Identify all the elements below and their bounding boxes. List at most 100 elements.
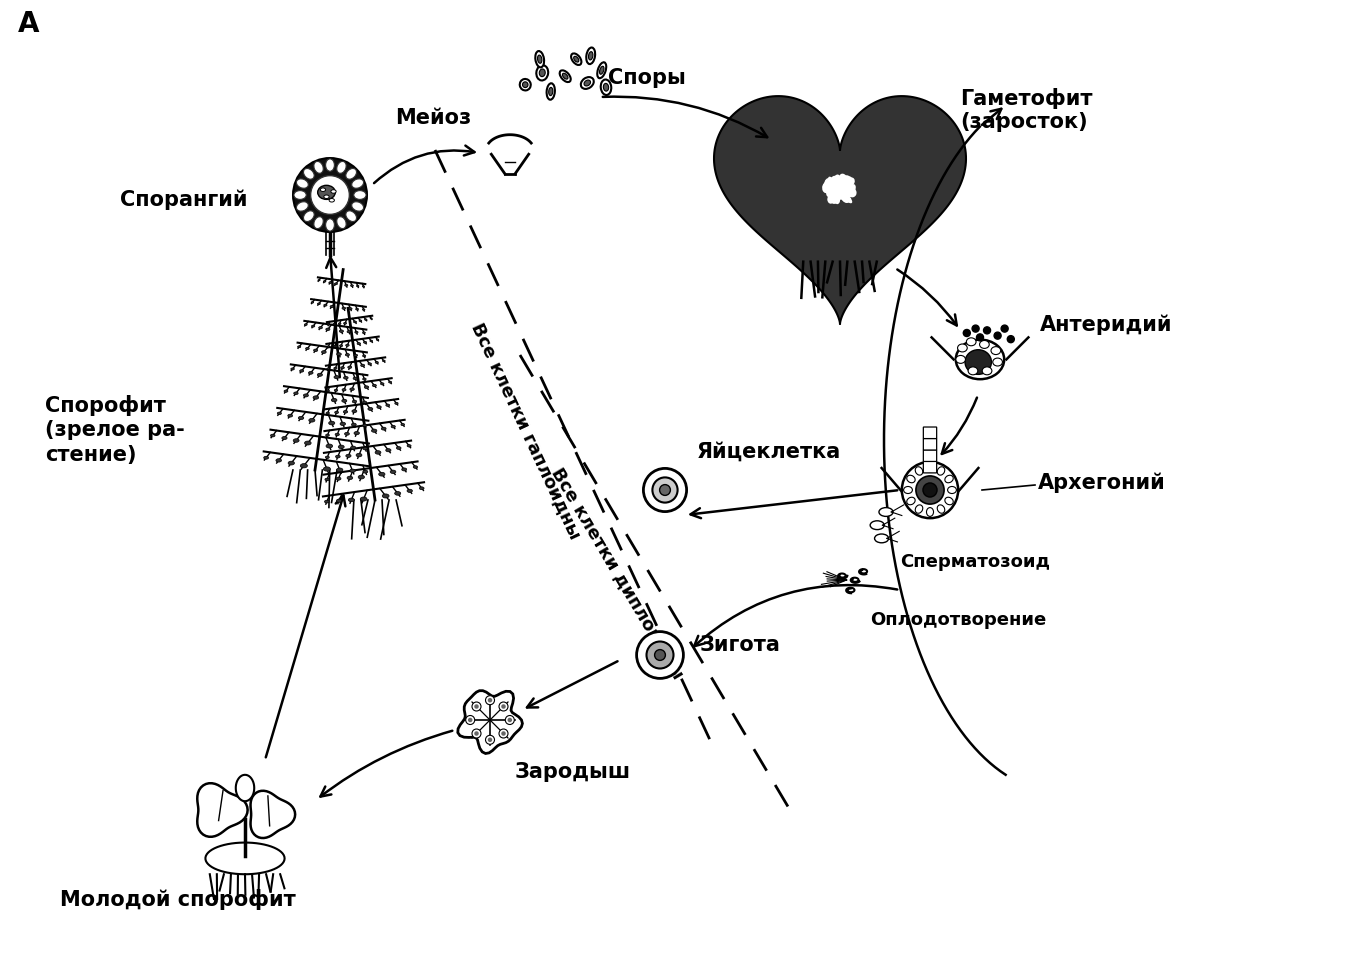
Ellipse shape [938,505,944,513]
Text: Гаметофит
(заросток): Гаметофит (заросток) [960,88,1093,133]
Ellipse shape [823,184,834,191]
Ellipse shape [328,346,329,347]
Ellipse shape [840,185,849,191]
Polygon shape [457,691,522,753]
Ellipse shape [915,467,923,475]
Circle shape [963,330,970,336]
Ellipse shape [335,376,339,379]
Polygon shape [236,775,254,801]
Circle shape [472,702,482,711]
Ellipse shape [277,458,282,462]
Ellipse shape [880,507,893,516]
Ellipse shape [364,385,368,388]
Circle shape [488,698,492,702]
Ellipse shape [339,445,344,449]
Ellipse shape [349,308,352,309]
Ellipse shape [839,187,847,194]
Ellipse shape [298,416,304,420]
Ellipse shape [844,177,851,186]
Ellipse shape [352,409,357,412]
Ellipse shape [343,308,345,309]
Circle shape [465,716,475,725]
Ellipse shape [588,52,594,60]
Ellipse shape [344,377,348,380]
Ellipse shape [336,456,340,458]
Ellipse shape [340,422,345,426]
Ellipse shape [313,349,318,352]
Ellipse shape [333,323,336,325]
Ellipse shape [832,184,844,193]
Text: Архегоний: Архегоний [1037,473,1166,493]
Ellipse shape [599,66,604,74]
Ellipse shape [391,426,395,428]
Ellipse shape [353,431,359,434]
Ellipse shape [835,188,840,194]
Ellipse shape [847,189,854,196]
Text: Мейоз: Мейоз [395,108,471,128]
Ellipse shape [353,378,357,380]
Ellipse shape [874,534,889,543]
Ellipse shape [340,330,344,333]
Ellipse shape [519,79,530,90]
Ellipse shape [828,194,836,199]
Circle shape [643,468,687,511]
Ellipse shape [344,322,347,324]
Circle shape [654,650,665,660]
Circle shape [475,704,479,709]
Ellipse shape [349,388,355,390]
Ellipse shape [927,507,934,516]
Ellipse shape [285,390,287,392]
Ellipse shape [297,179,309,188]
Ellipse shape [324,467,331,471]
Ellipse shape [842,190,849,202]
Ellipse shape [305,324,308,326]
Ellipse shape [966,338,977,346]
FancyBboxPatch shape [923,438,936,450]
Ellipse shape [563,73,568,79]
Ellipse shape [834,185,839,189]
Circle shape [923,483,938,497]
Polygon shape [205,843,285,875]
Ellipse shape [982,367,992,375]
Ellipse shape [407,445,411,447]
Ellipse shape [321,351,326,354]
Ellipse shape [843,191,850,200]
Ellipse shape [356,454,362,456]
Circle shape [660,484,670,496]
Ellipse shape [395,492,401,495]
Circle shape [468,718,472,723]
Ellipse shape [335,433,340,435]
Ellipse shape [838,184,846,191]
Ellipse shape [581,77,594,89]
Ellipse shape [293,439,299,442]
Ellipse shape [357,343,360,345]
Ellipse shape [298,346,301,348]
Ellipse shape [413,466,418,468]
Ellipse shape [355,332,357,333]
Text: A: A [18,10,39,38]
Ellipse shape [537,55,542,63]
Ellipse shape [326,328,331,331]
Ellipse shape [282,436,287,439]
Ellipse shape [363,355,366,357]
Ellipse shape [546,84,554,100]
Ellipse shape [312,302,314,303]
Text: Молодой спорофит: Молодой спорофит [59,890,295,910]
Ellipse shape [353,321,356,323]
Ellipse shape [382,428,386,431]
Ellipse shape [844,195,853,204]
Ellipse shape [363,447,367,450]
Ellipse shape [335,389,337,391]
Circle shape [499,729,509,738]
Ellipse shape [363,470,368,473]
Ellipse shape [831,185,840,195]
Text: Спорангий: Спорангий [120,189,247,210]
Ellipse shape [401,424,405,426]
Ellipse shape [587,47,595,64]
Ellipse shape [344,432,349,435]
Circle shape [973,325,979,333]
Ellipse shape [363,308,366,310]
Ellipse shape [831,178,838,184]
Ellipse shape [827,181,836,189]
Ellipse shape [314,161,324,173]
